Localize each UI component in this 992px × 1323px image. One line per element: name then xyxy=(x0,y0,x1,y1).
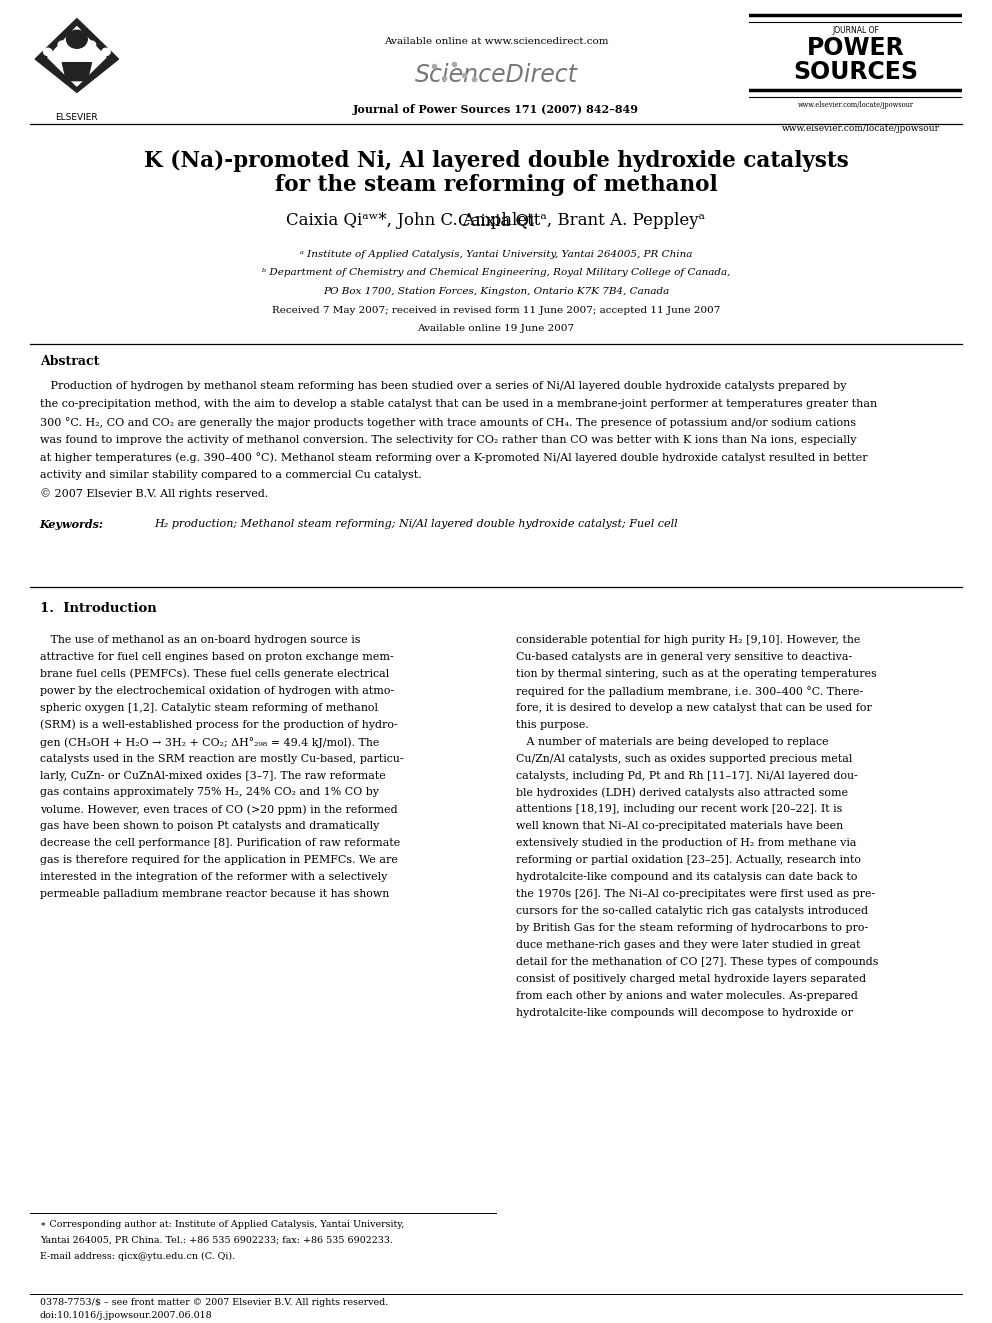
Text: fore, it is desired to develop a new catalyst that can be used for: fore, it is desired to develop a new cat… xyxy=(516,703,872,713)
Text: hydrotalcite-like compounds will decompose to hydroxide or: hydrotalcite-like compounds will decompo… xyxy=(516,1008,853,1017)
Text: ble hydroxides (LDH) derived catalysts also attracted some: ble hydroxides (LDH) derived catalysts a… xyxy=(516,787,848,798)
Text: Keywords:: Keywords: xyxy=(40,520,107,531)
Polygon shape xyxy=(62,62,91,81)
Text: Abstract: Abstract xyxy=(40,355,99,368)
Text: ELSEVIER: ELSEVIER xyxy=(56,112,98,122)
Ellipse shape xyxy=(102,48,110,56)
Text: was found to improve the activity of methanol conversion. The selectivity for CO: was found to improve the activity of met… xyxy=(40,434,856,445)
Text: consist of positively charged metal hydroxide layers separated: consist of positively charged metal hydr… xyxy=(516,974,866,984)
Polygon shape xyxy=(36,19,119,93)
Text: SOURCES: SOURCES xyxy=(793,61,919,85)
Text: larly, CuZn- or CuZnAl-mixed oxides [3–7]. The raw reformate: larly, CuZn- or CuZnAl-mixed oxides [3–7… xyxy=(40,770,386,781)
Text: decrease the cell performance [8]. Purification of raw reformate: decrease the cell performance [8]. Purif… xyxy=(40,839,400,848)
Text: JOURNAL OF: JOURNAL OF xyxy=(832,25,879,34)
Text: ᵇ Department of Chemistry and Chemical Engineering, Royal Military College of Ca: ᵇ Department of Chemistry and Chemical E… xyxy=(262,269,730,277)
Text: tion by thermal sintering, such as at the operating temperatures: tion by thermal sintering, such as at th… xyxy=(516,669,877,679)
Text: this purpose.: this purpose. xyxy=(516,720,588,730)
Text: brane fuel cells (PEMFCs). These fuel cells generate electrical: brane fuel cells (PEMFCs). These fuel ce… xyxy=(40,669,389,680)
Text: power by the electrochemical oxidation of hydrogen with atmo-: power by the electrochemical oxidation o… xyxy=(40,685,394,696)
Text: duce methane-rich gases and they were later studied in great: duce methane-rich gases and they were la… xyxy=(516,939,860,950)
Ellipse shape xyxy=(44,48,52,56)
Text: attractive for fuel cell engines based on proton exchange mem-: attractive for fuel cell engines based o… xyxy=(40,652,394,662)
Text: POWER: POWER xyxy=(806,36,905,60)
Text: considerable potential for high purity H₂ [9,10]. However, the: considerable potential for high purity H… xyxy=(516,635,860,646)
Text: E-mail address: qicx@ytu.edu.cn (C. Qi).: E-mail address: qicx@ytu.edu.cn (C. Qi). xyxy=(40,1252,235,1261)
Text: A number of materials are being developed to replace: A number of materials are being develope… xyxy=(516,737,828,746)
Text: permeable palladium membrane reactor because it has shown: permeable palladium membrane reactor bec… xyxy=(40,889,389,900)
Text: ∗ Corresponding author at: Institute of Applied Catalysis, Yantai University,: ∗ Corresponding author at: Institute of … xyxy=(40,1220,404,1229)
Text: detail for the methanation of CO [27]. These types of compounds: detail for the methanation of CO [27]. T… xyxy=(516,957,878,967)
Ellipse shape xyxy=(87,41,95,48)
Text: the co-precipitation method, with the aim to develop a stable catalyst that can : the co-precipitation method, with the ai… xyxy=(40,400,877,409)
Text: ScienceDirect: ScienceDirect xyxy=(415,64,577,87)
Text: interested in the integration of the reformer with a selectively: interested in the integration of the ref… xyxy=(40,872,387,882)
Text: well known that Ni–Al co-precipitated materials have been: well known that Ni–Al co-precipitated ma… xyxy=(516,822,843,831)
Text: www.elsevier.com/locate/jpowsour: www.elsevier.com/locate/jpowsour xyxy=(798,102,914,110)
Text: (SRM) is a well-established process for the production of hydro-: (SRM) is a well-established process for … xyxy=(40,720,398,730)
Text: activity and similar stability compared to a commercial Cu catalyst.: activity and similar stability compared … xyxy=(40,471,422,480)
Text: Received 7 May 2007; received in revised form 11 June 2007; accepted 11 June 200: Received 7 May 2007; received in revised… xyxy=(272,307,720,315)
Text: cursors for the so-called catalytic rich gas catalysts introduced: cursors for the so-called catalytic rich… xyxy=(516,906,868,916)
Text: 300 °C. H₂, CO and CO₂ are generally the major products together with trace amou: 300 °C. H₂, CO and CO₂ are generally the… xyxy=(40,417,856,427)
Text: gas is therefore required for the application in PEMFCs. We are: gas is therefore required for the applic… xyxy=(40,855,398,865)
Text: Available online 19 June 2007: Available online 19 June 2007 xyxy=(418,324,574,332)
Text: Available online at www.sciencedirect.com: Available online at www.sciencedirect.co… xyxy=(384,37,608,45)
Text: H₂ production; Methanol steam reforming; Ni/Al layered double hydroxide catalyst: H₂ production; Methanol steam reforming;… xyxy=(154,520,678,529)
Text: PO Box 1700, Station Forces, Kingston, Ontario K7K 7B4, Canada: PO Box 1700, Station Forces, Kingston, O… xyxy=(322,287,670,295)
Text: Journal of Power Sources 171 (2007) 842–849: Journal of Power Sources 171 (2007) 842–… xyxy=(353,105,639,115)
Text: at higher temperatures (e.g. 390–400 °C). Methanol steam reforming over a K-prom: at higher temperatures (e.g. 390–400 °C)… xyxy=(40,452,867,463)
Text: The use of methanol as an on-board hydrogen source is: The use of methanol as an on-board hydro… xyxy=(40,635,360,646)
Text: required for the palladium membrane, i.e. 300–400 °C. There-: required for the palladium membrane, i.e… xyxy=(516,685,863,697)
Text: © 2007 Elsevier B.V. All rights reserved.: © 2007 Elsevier B.V. All rights reserved… xyxy=(40,488,268,499)
Text: catalysts used in the SRM reaction are mostly Cu-based, particu-: catalysts used in the SRM reaction are m… xyxy=(40,754,404,763)
Ellipse shape xyxy=(66,30,87,48)
Text: gas contains approximately 75% H₂, 24% CO₂ and 1% CO by: gas contains approximately 75% H₂, 24% C… xyxy=(40,787,379,798)
Text: gas have been shown to poison Pt catalysts and dramatically: gas have been shown to poison Pt catalys… xyxy=(40,822,379,831)
Polygon shape xyxy=(48,26,106,86)
Text: Yantai 264005, PR China. Tel.: +86 535 6902233; fax: +86 535 6902233.: Yantai 264005, PR China. Tel.: +86 535 6… xyxy=(40,1236,393,1245)
Text: ᵃ Institute of Applied Catalysis, Yantai University, Yantai 264005, PR China: ᵃ Institute of Applied Catalysis, Yantai… xyxy=(300,250,692,258)
Text: doi:10.1016/j.jpowsour.2007.06.018: doi:10.1016/j.jpowsour.2007.06.018 xyxy=(40,1311,212,1320)
Text: the 1970s [26]. The Ni–Al co-precipitates were first used as pre-: the 1970s [26]. The Ni–Al co-precipitate… xyxy=(516,889,875,900)
Text: spheric oxygen [1,2]. Catalytic steam reforming of methanol: spheric oxygen [1,2]. Catalytic steam re… xyxy=(40,703,378,713)
Text: www.elsevier.com/locate/jpowsour: www.elsevier.com/locate/jpowsour xyxy=(782,124,940,134)
Text: K (Na)-promoted Ni, Al layered double hydroxide catalysts: K (Na)-promoted Ni, Al layered double hy… xyxy=(144,151,848,172)
Text: from each other by anions and water molecules. As-prepared: from each other by anions and water mole… xyxy=(516,991,858,1000)
Ellipse shape xyxy=(59,41,66,48)
Text: extensively studied in the production of H₂ from methane via: extensively studied in the production of… xyxy=(516,839,856,848)
Text: Caixia Qiᵃʷ*, John C. Amphlettᵃ, Brant A. Peppleyᵃ: Caixia Qiᵃʷ*, John C. Amphlettᵃ, Brant A… xyxy=(287,213,705,229)
Text: hydrotalcite-like compound and its catalysis can date back to: hydrotalcite-like compound and its catal… xyxy=(516,872,857,882)
Text: for the steam reforming of methanol: for the steam reforming of methanol xyxy=(275,175,717,196)
Text: Caixia Qi: Caixia Qi xyxy=(458,213,534,229)
Text: Production of hydrogen by methanol steam reforming has been studied over a serie: Production of hydrogen by methanol steam… xyxy=(40,381,846,392)
Text: Cu/Zn/Al catalysts, such as oxides supported precious metal: Cu/Zn/Al catalysts, such as oxides suppo… xyxy=(516,754,852,763)
Text: attentions [18,19], including our recent work [20–22]. It is: attentions [18,19], including our recent… xyxy=(516,804,842,815)
Text: 0378-7753/$ – see front matter © 2007 Elsevier B.V. All rights reserved.: 0378-7753/$ – see front matter © 2007 El… xyxy=(40,1298,388,1307)
Text: catalysts, including Pd, Pt and Rh [11–17]. Ni/Al layered dou-: catalysts, including Pd, Pt and Rh [11–1… xyxy=(516,770,858,781)
Text: 1.  Introduction: 1. Introduction xyxy=(40,602,157,615)
Text: Cu-based catalysts are in general very sensitive to deactiva-: Cu-based catalysts are in general very s… xyxy=(516,652,852,662)
Text: reforming or partial oxidation [23–25]. Actually, research into: reforming or partial oxidation [23–25]. … xyxy=(516,855,861,865)
Text: volume. However, even traces of CO (>20 ppm) in the reformed: volume. However, even traces of CO (>20 … xyxy=(40,804,398,815)
Text: by British Gas for the steam reforming of hydrocarbons to pro-: by British Gas for the steam reforming o… xyxy=(516,923,868,933)
Text: gen (CH₃OH + H₂O → 3H₂ + CO₂; ΔH°₂₉₈ = 49.4 kJ/mol). The: gen (CH₃OH + H₂O → 3H₂ + CO₂; ΔH°₂₉₈ = 4… xyxy=(40,737,379,747)
